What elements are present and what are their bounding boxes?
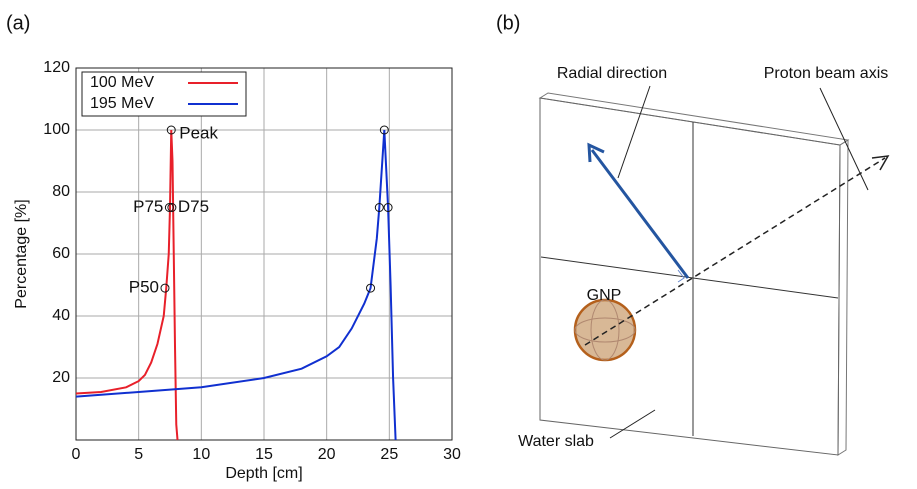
slab-top [538, 92, 850, 146]
gnp-mesh [574, 317, 636, 343]
gnp [573, 298, 637, 362]
series-line [75, 129, 397, 441]
y-tick-label: 100 [43, 121, 70, 138]
gnp-mesh [590, 299, 620, 361]
point-marker [383, 203, 393, 212]
slab-front [539, 97, 841, 456]
x-tick-label: 20 [318, 446, 336, 463]
annotation: Peak [179, 123, 218, 142]
annotation: P75 [133, 197, 163, 216]
panel-label: (b) [496, 12, 520, 34]
x-tick-label: 25 [380, 446, 398, 463]
y-axis-label: Percentage [%] [13, 199, 30, 308]
diagram: (b) Radial direction Proton beam axis GN… [496, 12, 890, 456]
legend-label: 195 MeV [90, 95, 154, 112]
radial-arrow [590, 149, 690, 279]
plot-frame [75, 67, 453, 441]
radial-label: Radial direction [557, 65, 667, 82]
point-marker [164, 203, 174, 212]
x-tick-label: 0 [72, 446, 81, 463]
annotation: D75 [178, 197, 209, 216]
point-marker [366, 283, 376, 293]
x-tick-label: 10 [192, 446, 210, 463]
beam-axis [584, 157, 886, 346]
x-tick-label: 15 [255, 446, 273, 463]
y-tick-label: 120 [43, 59, 70, 76]
annotation: P50 [129, 278, 159, 297]
plot: 0 5 10 15 20 25 30 20 40 60 80 100 120 Peak P75 D75 P50 1… [43, 59, 461, 463]
beam-label: Proton beam axis [764, 65, 889, 82]
y-tick-label: 20 [52, 369, 70, 386]
point-marker [374, 203, 384, 212]
leader [819, 87, 869, 191]
series-line [75, 129, 179, 441]
point-marker [379, 125, 389, 135]
leader [617, 85, 651, 179]
legend-box [81, 71, 247, 117]
leader [609, 409, 656, 439]
x-tick-label: 5 [134, 446, 143, 463]
panel-label: (a) [6, 12, 30, 34]
right-angle [677, 269, 685, 283]
y-tick-label: 40 [52, 307, 70, 324]
y-tick-label: 80 [52, 183, 70, 200]
slab-center-line [540, 256, 839, 299]
beam-arrowhead [871, 155, 890, 171]
radial-arrowhead [587, 142, 605, 163]
gnp-label: GNP [587, 287, 622, 304]
point-marker [160, 283, 170, 293]
slab-label: Water slab [518, 433, 594, 450]
legend-label: 100 MeV [90, 74, 154, 91]
point-marker [166, 125, 176, 135]
point-marker [167, 203, 177, 212]
x-axis-label: Depth [cm] [225, 465, 302, 482]
y-tick-label: 60 [52, 245, 70, 262]
x-tick-label: 30 [443, 446, 461, 463]
